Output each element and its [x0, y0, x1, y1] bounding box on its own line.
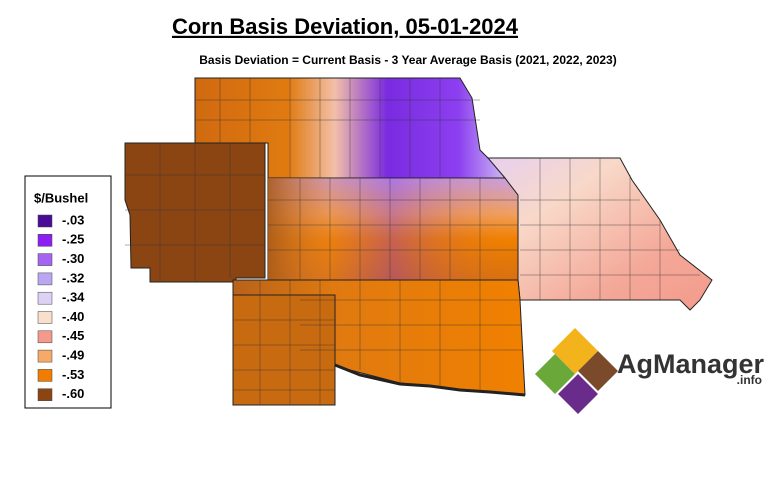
logo-name: AgManager [617, 349, 765, 379]
logo-suffix: .info [737, 373, 762, 387]
kansas-overlay [268, 178, 518, 280]
oklahoma-panhandle [232, 294, 336, 406]
legend-swatch [37, 272, 53, 286]
legend-swatch [37, 369, 53, 382]
legend-swatch [37, 291, 53, 305]
legend-title: $/Bushel [34, 190, 88, 205]
legend-label: -.40 [62, 309, 84, 324]
legend-swatch [37, 311, 53, 324]
legend-label: -.03 [62, 212, 84, 227]
legend-swatch [37, 388, 53, 401]
legend-label: -.34 [62, 290, 85, 305]
legend-label: -.49 [62, 348, 84, 363]
legend-swatch [37, 214, 53, 228]
legend-label: -.53 [62, 367, 84, 382]
legend-label: -.60 [62, 386, 84, 401]
logo-tile [535, 354, 575, 394]
legend-label: -.25 [62, 232, 84, 247]
legend-label: -.32 [62, 270, 84, 285]
red-river [334, 363, 526, 397]
legend-swatch [37, 253, 53, 266]
logo-tile [558, 374, 598, 414]
map-subtitle: Basis Deviation = Current Basis - 3 Year… [199, 53, 616, 67]
county-lines [125, 78, 700, 405]
legend-swatch [37, 330, 53, 344]
legend-swatch [37, 349, 53, 363]
legend-label: -.45 [62, 328, 84, 343]
logo: AgManager .info [535, 328, 765, 414]
legend: $/Bushel -.03 -.25 -.30 -.32 -.34 -.40 -.45 -.4… [24, 175, 112, 409]
map-title: Corn Basis Deviation, 05-01-2024 [172, 14, 519, 39]
region-map [124, 77, 713, 406]
legend-label: -.30 [62, 251, 84, 266]
legend-swatch [37, 234, 53, 247]
logo-tile [578, 351, 618, 391]
